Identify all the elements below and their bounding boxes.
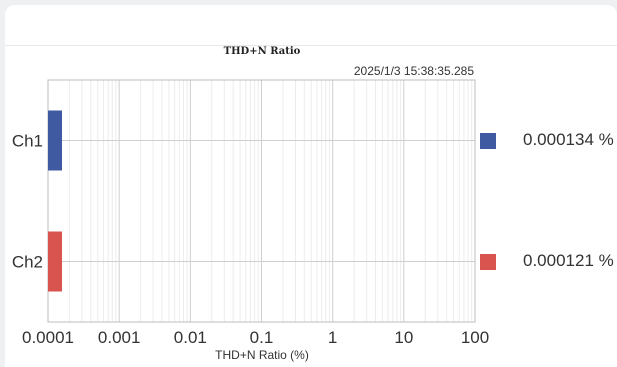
legend-swatch-ch1	[480, 132, 496, 149]
x-tick-label: 0.1	[250, 328, 274, 347]
x-tick-label: 1	[328, 328, 337, 347]
bar-ch2	[48, 231, 62, 292]
bar-ch1	[48, 110, 62, 171]
chart-title: THD+N Ratio	[223, 46, 301, 57]
x-tick-label: 0.0001	[22, 328, 74, 347]
category-label: Ch1	[12, 132, 43, 151]
plot-border	[47, 79, 476, 323]
x-tick-label: 10	[394, 328, 413, 347]
x-axis-label: THD+N Ratio (%)	[215, 348, 309, 362]
category-label: Ch2	[12, 253, 43, 272]
timestamp: 2025/1/3 15:38:35.285	[353, 64, 474, 78]
legend-swatch-ch2	[480, 253, 496, 270]
x-tick-label: 0.01	[174, 328, 207, 347]
x-tick-label: 0.001	[98, 328, 141, 347]
legend-value-ch1: 0.000134 %	[523, 129, 614, 149]
legend-value-ch2: 0.000121 %	[523, 250, 614, 270]
panel-divider	[5, 45, 617, 46]
x-tick-label: 100	[461, 328, 489, 347]
